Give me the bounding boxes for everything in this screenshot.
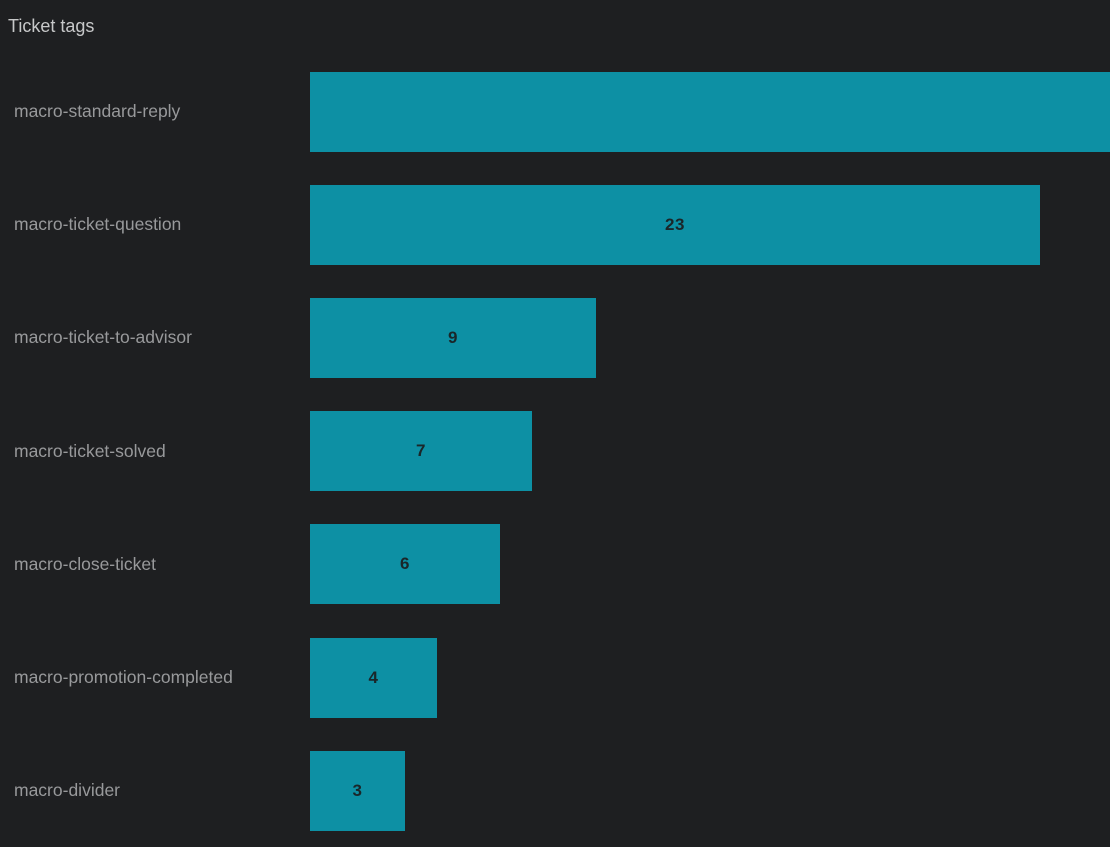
chart-row: macro-close-ticket 6 [0,508,1110,621]
chart-row: macro-ticket-question 23 [0,168,1110,281]
category-label: macro-divider [14,780,120,801]
bar-value-label: 23 [665,214,685,234]
bar-track: 7 [310,411,1110,492]
bar[interactable]: 7 [310,411,532,492]
bar-chart: macro-standard-reply macro-ticket-questio… [0,55,1110,847]
category-label: macro-ticket-question [14,214,182,235]
bar[interactable]: 6 [310,524,500,605]
chart-row: macro-divider 3 [0,734,1110,847]
category-label: macro-ticket-to-advisor [14,327,192,348]
bar-value-label: 9 [448,327,458,347]
chart-title: Ticket tags [8,16,95,36]
category-label: macro-close-ticket [14,553,156,574]
bar-value-label: 4 [368,667,379,687]
bar-track: 6 [310,524,1110,605]
chart-row: macro-ticket-solved 7 [0,395,1110,508]
bar[interactable]: 3 [310,750,405,831]
category-label: macro-promotion-completed [14,667,233,688]
bar-value-label: 3 [352,780,363,800]
bar[interactable]: 23 [310,184,1040,265]
bar-track: 23 [310,184,1110,265]
chart-row: macro-ticket-to-advisor 9 [0,281,1110,394]
category-label: macro-standard-reply [14,101,181,122]
bar-track: 4 [310,637,1110,718]
bar[interactable]: 4 [310,637,437,718]
bar-track: 3 [310,750,1110,831]
chart-row: macro-standard-reply [0,55,1110,168]
bar-value-label: 6 [400,554,410,574]
category-label: macro-ticket-solved [14,440,166,461]
bar-track [310,71,1110,152]
chart-row: macro-promotion-completed 4 [0,621,1110,734]
bar[interactable]: 9 [310,297,596,378]
bar-value-label: 7 [416,441,426,461]
bar-track: 9 [310,297,1110,378]
bar[interactable] [310,71,1110,152]
